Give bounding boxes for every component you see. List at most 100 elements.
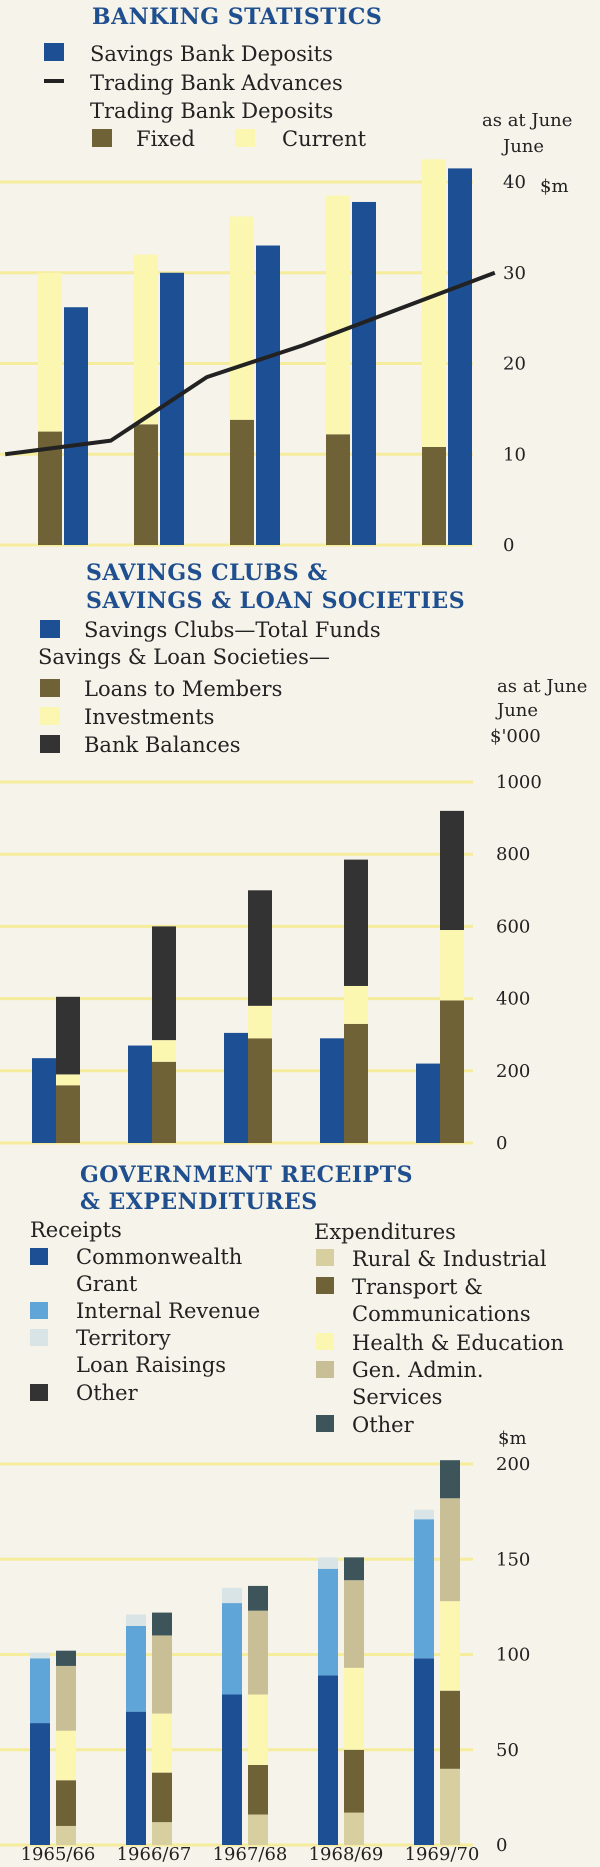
admin-legend-2: Services: [352, 1385, 442, 1409]
investments-bar-1966-67: [152, 1040, 176, 1062]
current-deposit-bar-1969-70: [422, 159, 446, 447]
savings-tick-label: 0: [496, 1133, 507, 1154]
expenditure-gen-admin-services-bar-1968-69: [344, 1580, 364, 1668]
current-deposit-bar-1965-66: [38, 272, 62, 432]
government-bars: [30, 1460, 460, 1845]
expenditure-gen-admin-services-bar-1965-66: [56, 1665, 76, 1731]
savings-bars: [32, 810, 464, 1143]
banking-bars: [38, 159, 472, 545]
x-category-label: 1966/67: [117, 1844, 192, 1865]
savings-clubs-bar-1967-68: [224, 1032, 248, 1143]
savings-clubs-bar-1969-70: [416, 1063, 440, 1143]
loans-bar-1966-67: [152, 1061, 176, 1143]
banking-panel: BANKING STATISTICS Savings Bank Deposits…: [0, 4, 572, 556]
expenditure-other-bar-1967-68: [248, 1585, 268, 1611]
deposits-heading: Trading Bank Deposits: [90, 99, 333, 123]
investments-swatch: [40, 707, 60, 725]
expenditure-transport-communications-bar-1969-70: [440, 1690, 460, 1769]
receipt-commonwealth-grant-bar-1966-67: [126, 1711, 146, 1845]
government-tick-label: 150: [496, 1549, 530, 1570]
current-deposit-bar-1966-67: [134, 254, 158, 425]
expenditure-health-education-bar-1969-70: [440, 1601, 460, 1691]
government-title-line-1: GOVERNMENT RECEIPTS: [80, 1162, 413, 1188]
other-expenditures-legend: Other: [352, 1413, 415, 1437]
x-category-label: 1967/68: [213, 1844, 288, 1865]
savings-title-line-1: SAVINGS CLUBS &: [86, 560, 328, 586]
admin-legend-1: Gen. Admin.: [352, 1358, 484, 1382]
expenditure-transport-communications-bar-1968-69: [344, 1749, 364, 1813]
investments-bar-1969-70: [440, 930, 464, 1001]
advances-line: [4, 270, 496, 457]
banking-tick-label: 30: [503, 263, 526, 284]
receipt-internal-revenue-bar-1968-69: [318, 1568, 338, 1676]
savings-note: as at June: [497, 676, 587, 697]
receipt-internal-revenue-bar-1969-70: [414, 1519, 434, 1659]
x-category-labels: 1965/66 1966/67 1967/68 1968/69 1969/70: [21, 1844, 480, 1865]
internal-legend: Internal Revenue: [76, 1299, 260, 1323]
expenditure-health-education-bar-1966-67: [152, 1713, 172, 1773]
expenditures-heading: Expenditures: [314, 1220, 456, 1244]
investments-bar-1968-69: [344, 985, 368, 1024]
admin-swatch: [316, 1361, 334, 1378]
investments-bar-1965-66: [56, 1074, 80, 1086]
x-category-label: 1968/69: [309, 1844, 384, 1865]
banking-tick-label: 10: [503, 444, 526, 465]
expenditure-transport-communications-bar-1967-68: [248, 1764, 268, 1815]
savings-deposit-bar-1969-70: [448, 168, 472, 545]
receipt-internal-revenue-bar-1967-68: [222, 1603, 242, 1695]
expenditure-health-education-bar-1965-66: [56, 1730, 76, 1781]
receipt-commonwealth-grant-bar-1965-66: [30, 1723, 50, 1845]
societies-heading: Savings & Loan Societies—: [38, 645, 330, 669]
bank-balances-bar-1965-66: [56, 996, 80, 1075]
savings-tick-label: 1000: [496, 772, 542, 793]
loans-swatch: [40, 679, 60, 697]
expenditure-transport-communications-bar-1965-66: [56, 1780, 76, 1826]
banking-tick-label: 20: [503, 354, 526, 375]
bank-balances-bar-1966-67: [152, 926, 176, 1041]
expenditure-other-bar-1969-70: [440, 1460, 460, 1499]
receipt-territory-loan-raisings-bar-1968-69: [318, 1557, 338, 1569]
loans-legend: Loans to Members: [84, 677, 282, 701]
commonwealth-legend-2: Grant: [76, 1272, 138, 1296]
government-tick-label: 0: [496, 1835, 507, 1856]
expenditure-transport-communications-bar-1966-67: [152, 1772, 172, 1823]
savings-deposits-legend: Savings Bank Deposits: [90, 42, 333, 66]
savings-y-ticks: 0 200 400 600 800 1000 June: [495, 700, 542, 1154]
savings-tick-label: 600: [496, 916, 530, 937]
savings-deposit-bar-1965-66: [64, 307, 88, 545]
savings-tick-label: 200: [496, 1061, 530, 1082]
territory-swatch: [30, 1329, 48, 1346]
receipt-commonwealth-grant-bar-1967-68: [222, 1694, 242, 1845]
investments-bar-1967-68: [248, 1005, 272, 1039]
fixed-legend: Fixed: [136, 127, 195, 151]
savings-note-june: June: [495, 700, 538, 721]
investments-legend: Investments: [84, 705, 214, 729]
savings-tick-label: 800: [496, 844, 530, 865]
expenditure-rural-industrial-bar-1969-70: [440, 1768, 460, 1845]
expenditure-rural-industrial-bar-1965-66: [56, 1825, 76, 1845]
savings-clubs-bar-1968-69: [320, 1038, 344, 1143]
banking-advances-line: [4, 270, 496, 457]
bank-balances-bar-1967-68: [248, 890, 272, 1006]
banking-tick-label: 0: [503, 535, 514, 556]
loans-bar-1967-68: [248, 1038, 272, 1143]
government-unit: $m: [498, 1428, 527, 1449]
banking-tick-label: 40: [503, 172, 526, 193]
internal-swatch: [30, 1302, 48, 1319]
receipt-territory-loan-raisings-bar-1966-67: [126, 1614, 146, 1626]
loans-bar-1969-70: [440, 1000, 464, 1143]
expenditure-gen-admin-services-bar-1969-70: [440, 1498, 460, 1602]
expenditure-rural-industrial-bar-1966-67: [152, 1822, 172, 1845]
expenditure-other-bar-1965-66: [56, 1650, 76, 1666]
expenditure-other-bar-1966-67: [152, 1612, 172, 1636]
expenditure-rural-industrial-bar-1968-69: [344, 1812, 364, 1845]
transport-legend-2: Communications: [352, 1302, 531, 1326]
expenditure-gen-admin-services-bar-1966-67: [152, 1635, 172, 1714]
territory-legend-2: Loan Raisings: [76, 1353, 226, 1377]
territory-legend-1: Territory: [76, 1326, 171, 1350]
commonwealth-swatch: [30, 1248, 48, 1265]
commonwealth-legend-1: Commonwealth: [76, 1245, 242, 1269]
fixed-deposit-bar-1969-70: [422, 446, 446, 545]
transport-swatch: [316, 1277, 334, 1294]
